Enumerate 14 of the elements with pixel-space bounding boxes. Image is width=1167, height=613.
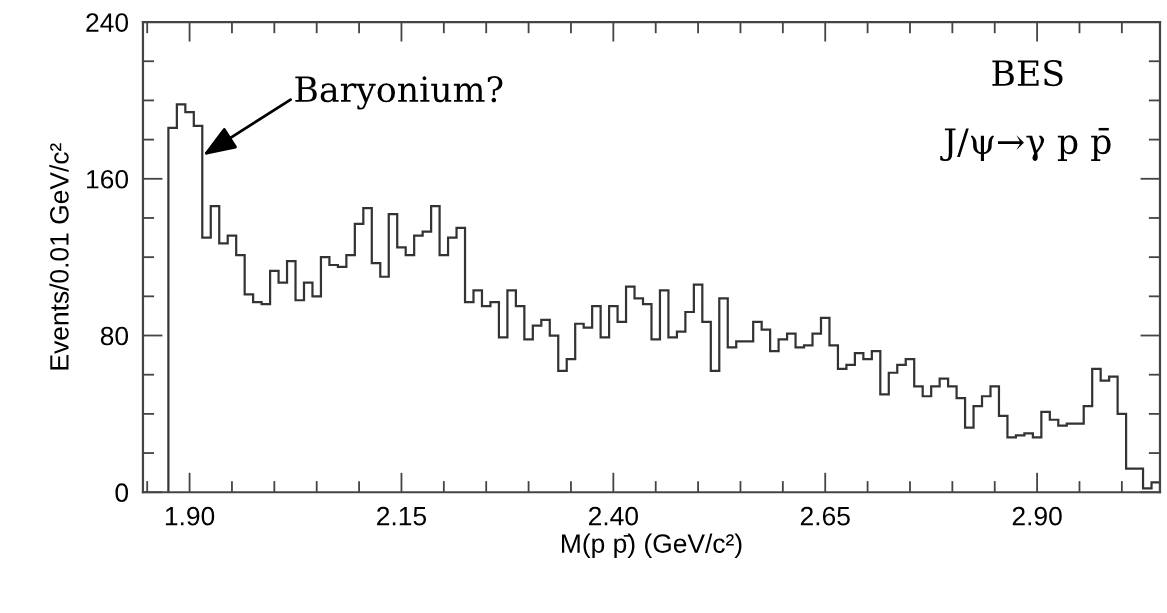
- x-axis-title: M(p p̄) (GeV/c²): [562, 533, 742, 559]
- x-tick-label: 2.40: [588, 506, 638, 526]
- x-tick-label: 1.90: [165, 506, 215, 526]
- x-tick-label: 2.90: [1012, 506, 1062, 526]
- x-tick-label: 2.15: [377, 506, 427, 526]
- y-tick-label: 80: [100, 326, 129, 346]
- x-tick-label: 2.65: [800, 506, 850, 526]
- y-tick-label: 0: [115, 483, 129, 503]
- annotation: Baryonium?: [295, 76, 503, 110]
- annotation: BES: [992, 59, 1063, 87]
- y-tick-label: 240: [86, 13, 129, 32]
- y-axis-title: Events/0.01 GeV/c²: [49, 143, 69, 370]
- y-tick-label: 160: [87, 169, 129, 189]
- annotation: J/ψ→γ p p̄: [940, 127, 1111, 162]
